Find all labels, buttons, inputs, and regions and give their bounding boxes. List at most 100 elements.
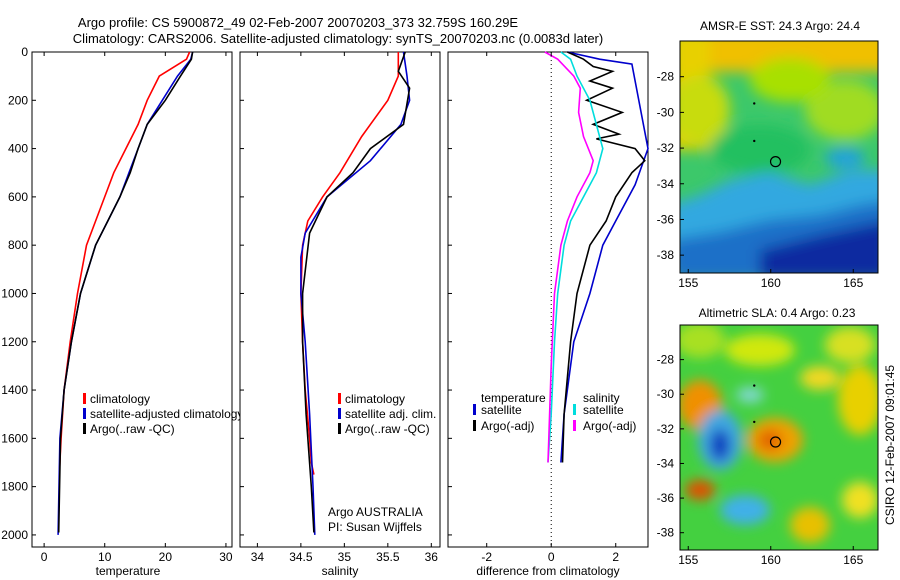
salinity-legend: climatology satellite adj. clim. Argo(..… xyxy=(338,392,436,436)
legend-swatch-climatology xyxy=(338,393,341,404)
difference-axes-frame xyxy=(447,51,649,548)
sst-map-xtick-label: 165 xyxy=(843,276,863,290)
sst-map-ytick-label: -38 xyxy=(657,248,675,262)
depth-ytick-label: 1800 xyxy=(1,480,28,494)
difference-panel: -2 0 2 difference from climatology tempera… xyxy=(447,51,649,578)
depth-ytick-label: 1600 xyxy=(1,431,28,445)
legend-swatch-satellite-adjusted xyxy=(83,408,86,419)
legend-label-climatology: climatology xyxy=(345,392,405,406)
difference-series-3 xyxy=(544,51,595,463)
temperature-panel: 0 200 400 600 800 1000 1200 1400 1600 1800 2000 0 1… xyxy=(1,45,243,578)
legend-swatch-sal-satellite xyxy=(573,404,576,415)
legend-swatch-satellite-adj xyxy=(338,408,341,419)
salinity-xtick-label: 34.5 xyxy=(289,550,313,564)
depth-ytick-label: 400 xyxy=(8,142,28,156)
difference-xlabel: difference from climatology xyxy=(476,564,619,578)
sla-map-field xyxy=(680,325,878,550)
sla-map-xtick-label: 165 xyxy=(843,553,863,567)
header-line2: Climatology: CARS2006. Satellite-adjuste… xyxy=(73,31,603,46)
sla-map-frame xyxy=(679,324,879,551)
sst-map-field xyxy=(680,41,878,273)
depth-ytick-label: 1400 xyxy=(1,383,28,397)
temperature-xlabel: temperature xyxy=(96,564,161,578)
legend-label-sal-satellite: satellite xyxy=(583,403,624,417)
difference-series-2 xyxy=(547,51,604,463)
legend-label-satellite-adjusted: satellite-adjusted climatology xyxy=(90,407,243,421)
difference-xtick-label: 2 xyxy=(612,550,619,564)
salinity-xtick-label: 35 xyxy=(338,550,352,564)
salinity-series-1 xyxy=(300,51,411,535)
legend-label-temp-satellite: satellite xyxy=(481,403,522,417)
sla-map-ytick-label: -36 xyxy=(657,491,675,505)
sst-map-track-point xyxy=(753,139,756,143)
sst-map-xtick-label: 160 xyxy=(761,276,781,290)
sst-map-ytick-label: -30 xyxy=(657,105,675,119)
difference-legend: temperature salinity satellite Argo(-adj… xyxy=(473,391,636,433)
header-line1: Argo profile: CS 5900872_49 02-Feb-2007 … xyxy=(78,15,519,30)
salinity-series-2 xyxy=(301,51,411,533)
salinity-xtick-label: 35.5 xyxy=(376,550,400,564)
temperature-xtick-label: 10 xyxy=(98,550,112,564)
sla-map-title: Altimetric SLA: 0.4 Argo: 0.23 xyxy=(699,306,856,320)
temperature-xtick-label: 0 xyxy=(41,550,48,564)
sla-map-track-point xyxy=(753,420,756,424)
sst-map-ytick-label: -34 xyxy=(657,177,675,191)
temperature-xtick-label: 20 xyxy=(159,550,173,564)
difference-xtick-label: 0 xyxy=(548,550,555,564)
temperature-legend: climatology satellite-adjusted climatolo… xyxy=(83,392,243,436)
sst-map-ytick-label: -36 xyxy=(657,212,675,226)
csiro-timestamp: CSIRO 12-Feb-2007 09:01:45 xyxy=(883,365,897,525)
sst-map-panel: AMSR-E SST: 24.3 Argo: 24.4 -28 -30 -32 -34… xyxy=(657,19,879,290)
sst-map-frame xyxy=(679,40,879,274)
difference-series-1 xyxy=(561,51,646,463)
legend-title-salinity: salinity xyxy=(583,391,620,405)
sst-map-ytick-label: -28 xyxy=(657,70,675,84)
difference-series-0 xyxy=(560,51,649,463)
salinity-xlabel: salinity xyxy=(322,564,359,578)
legend-swatch-argo xyxy=(83,423,86,434)
sla-map-xtick-label: 155 xyxy=(678,553,698,567)
legend-swatch-climatology xyxy=(83,393,86,404)
legend-swatch-sal-argo xyxy=(573,420,576,431)
temperature-axes-frame xyxy=(31,51,233,548)
legend-label-climatology: climatology xyxy=(90,392,150,406)
legend-label-sal-argo: Argo(-adj) xyxy=(583,419,636,433)
sst-map-xtick-label: 155 xyxy=(678,276,698,290)
sla-map-ytick-label: -38 xyxy=(657,526,675,540)
sla-map-ytick-label: -30 xyxy=(657,387,675,401)
depth-ytick-label: 600 xyxy=(8,190,28,204)
legend-label-argo: Argo(..raw -QC) xyxy=(345,422,430,436)
depth-ytick-label: 200 xyxy=(8,93,28,107)
salinity-xtick-label: 34 xyxy=(251,550,265,564)
institution-annotation: Argo AUSTRALIA xyxy=(328,505,423,519)
sla-argo-location-marker xyxy=(769,436,782,448)
sla-map-ytick-label: -32 xyxy=(657,422,675,436)
sla-map-panel: Altimetric SLA: 0.4 Argo: 0.23 xyxy=(657,306,879,567)
depth-ytick-label: 0 xyxy=(21,45,28,59)
pi-annotation: PI: Susan Wijffels xyxy=(328,520,422,534)
legend-label-satellite-adj: satellite adj. clim. xyxy=(345,407,436,421)
depth-ytick-label: 800 xyxy=(8,238,28,252)
sla-map-ytick-label: -34 xyxy=(657,456,675,470)
legend-swatch-temp-argo xyxy=(473,420,476,431)
legend-swatch-temp-satellite xyxy=(473,404,476,415)
depth-ytick-label: 2000 xyxy=(1,528,28,542)
temperature-xtick-label: 30 xyxy=(219,550,233,564)
legend-label-argo: Argo(..raw -QC) xyxy=(90,422,175,436)
sla-map-xtick-label: 160 xyxy=(761,553,781,567)
temperature-series-2 xyxy=(57,51,194,533)
depth-ytick-label: 1200 xyxy=(1,335,28,349)
difference-xtick-label: -2 xyxy=(481,550,492,564)
sla-map-track-point xyxy=(753,384,756,387)
legend-label-temp-argo: Argo(-adj) xyxy=(481,419,534,433)
salinity-xtick-label: 36 xyxy=(425,550,439,564)
depth-ytick-label: 1000 xyxy=(1,286,28,300)
sla-map-ytick-label: -28 xyxy=(657,353,675,367)
sst-argo-location-marker xyxy=(769,156,782,168)
sst-map-track-point xyxy=(753,102,756,105)
salinity-panel: 34 34.5 35 35.5 36 salinity climatology sate… xyxy=(239,51,441,578)
sst-map-title: AMSR-E SST: 24.3 Argo: 24.4 xyxy=(700,19,860,33)
salinity-axes-frame xyxy=(239,51,441,548)
legend-title-temperature: temperature xyxy=(481,391,546,405)
